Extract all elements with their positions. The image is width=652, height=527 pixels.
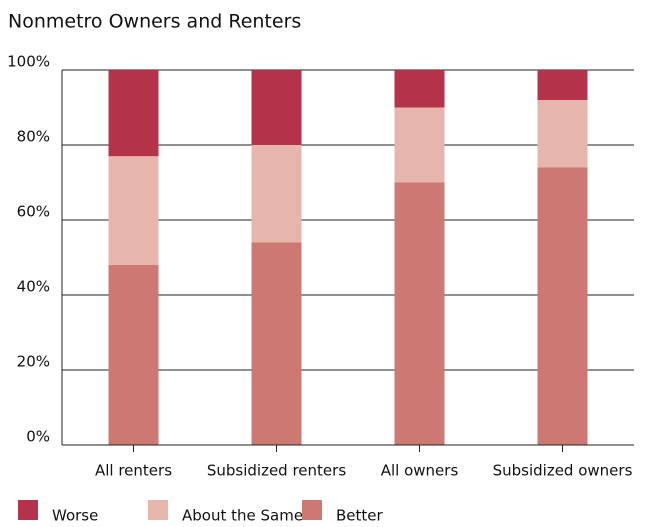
bar-segment: [394, 70, 445, 108]
bar-segment: [394, 107, 445, 183]
legend-swatch: [302, 500, 322, 520]
y-tick-label: 20%: [17, 353, 50, 371]
bar-segment: [108, 156, 159, 265]
bar-segment: [537, 100, 588, 168]
x-tick-label: Subsidized owners: [493, 462, 633, 480]
y-tick-label: 100%: [7, 53, 50, 71]
legend-label: Worse: [52, 507, 98, 525]
legend-label: About the Same: [182, 507, 303, 525]
x-tick-label: All renters: [95, 462, 172, 480]
legend-swatch: [18, 500, 38, 520]
y-tick-label: 80%: [17, 128, 50, 146]
y-tick-label: 60%: [17, 203, 50, 221]
y-tick-label: 0%: [26, 428, 50, 446]
chart-subtitle: Nonmetro Owners and Renters: [8, 11, 301, 33]
bar-segment: [394, 182, 445, 445]
y-tick-label: 40%: [17, 278, 50, 296]
bar-segment: [251, 145, 302, 243]
bar-segment: [251, 242, 302, 445]
bar-segment: [251, 70, 302, 145]
legend-swatch: [148, 500, 168, 520]
legend-label: Better: [336, 507, 384, 525]
bar-segment: [108, 265, 159, 445]
x-tick-label: Subsidized renters: [207, 462, 346, 480]
bar-segment: [108, 70, 159, 157]
bar-segment: [537, 167, 588, 445]
bar-segment: [537, 70, 588, 100]
x-tick-label: All owners: [381, 462, 459, 480]
